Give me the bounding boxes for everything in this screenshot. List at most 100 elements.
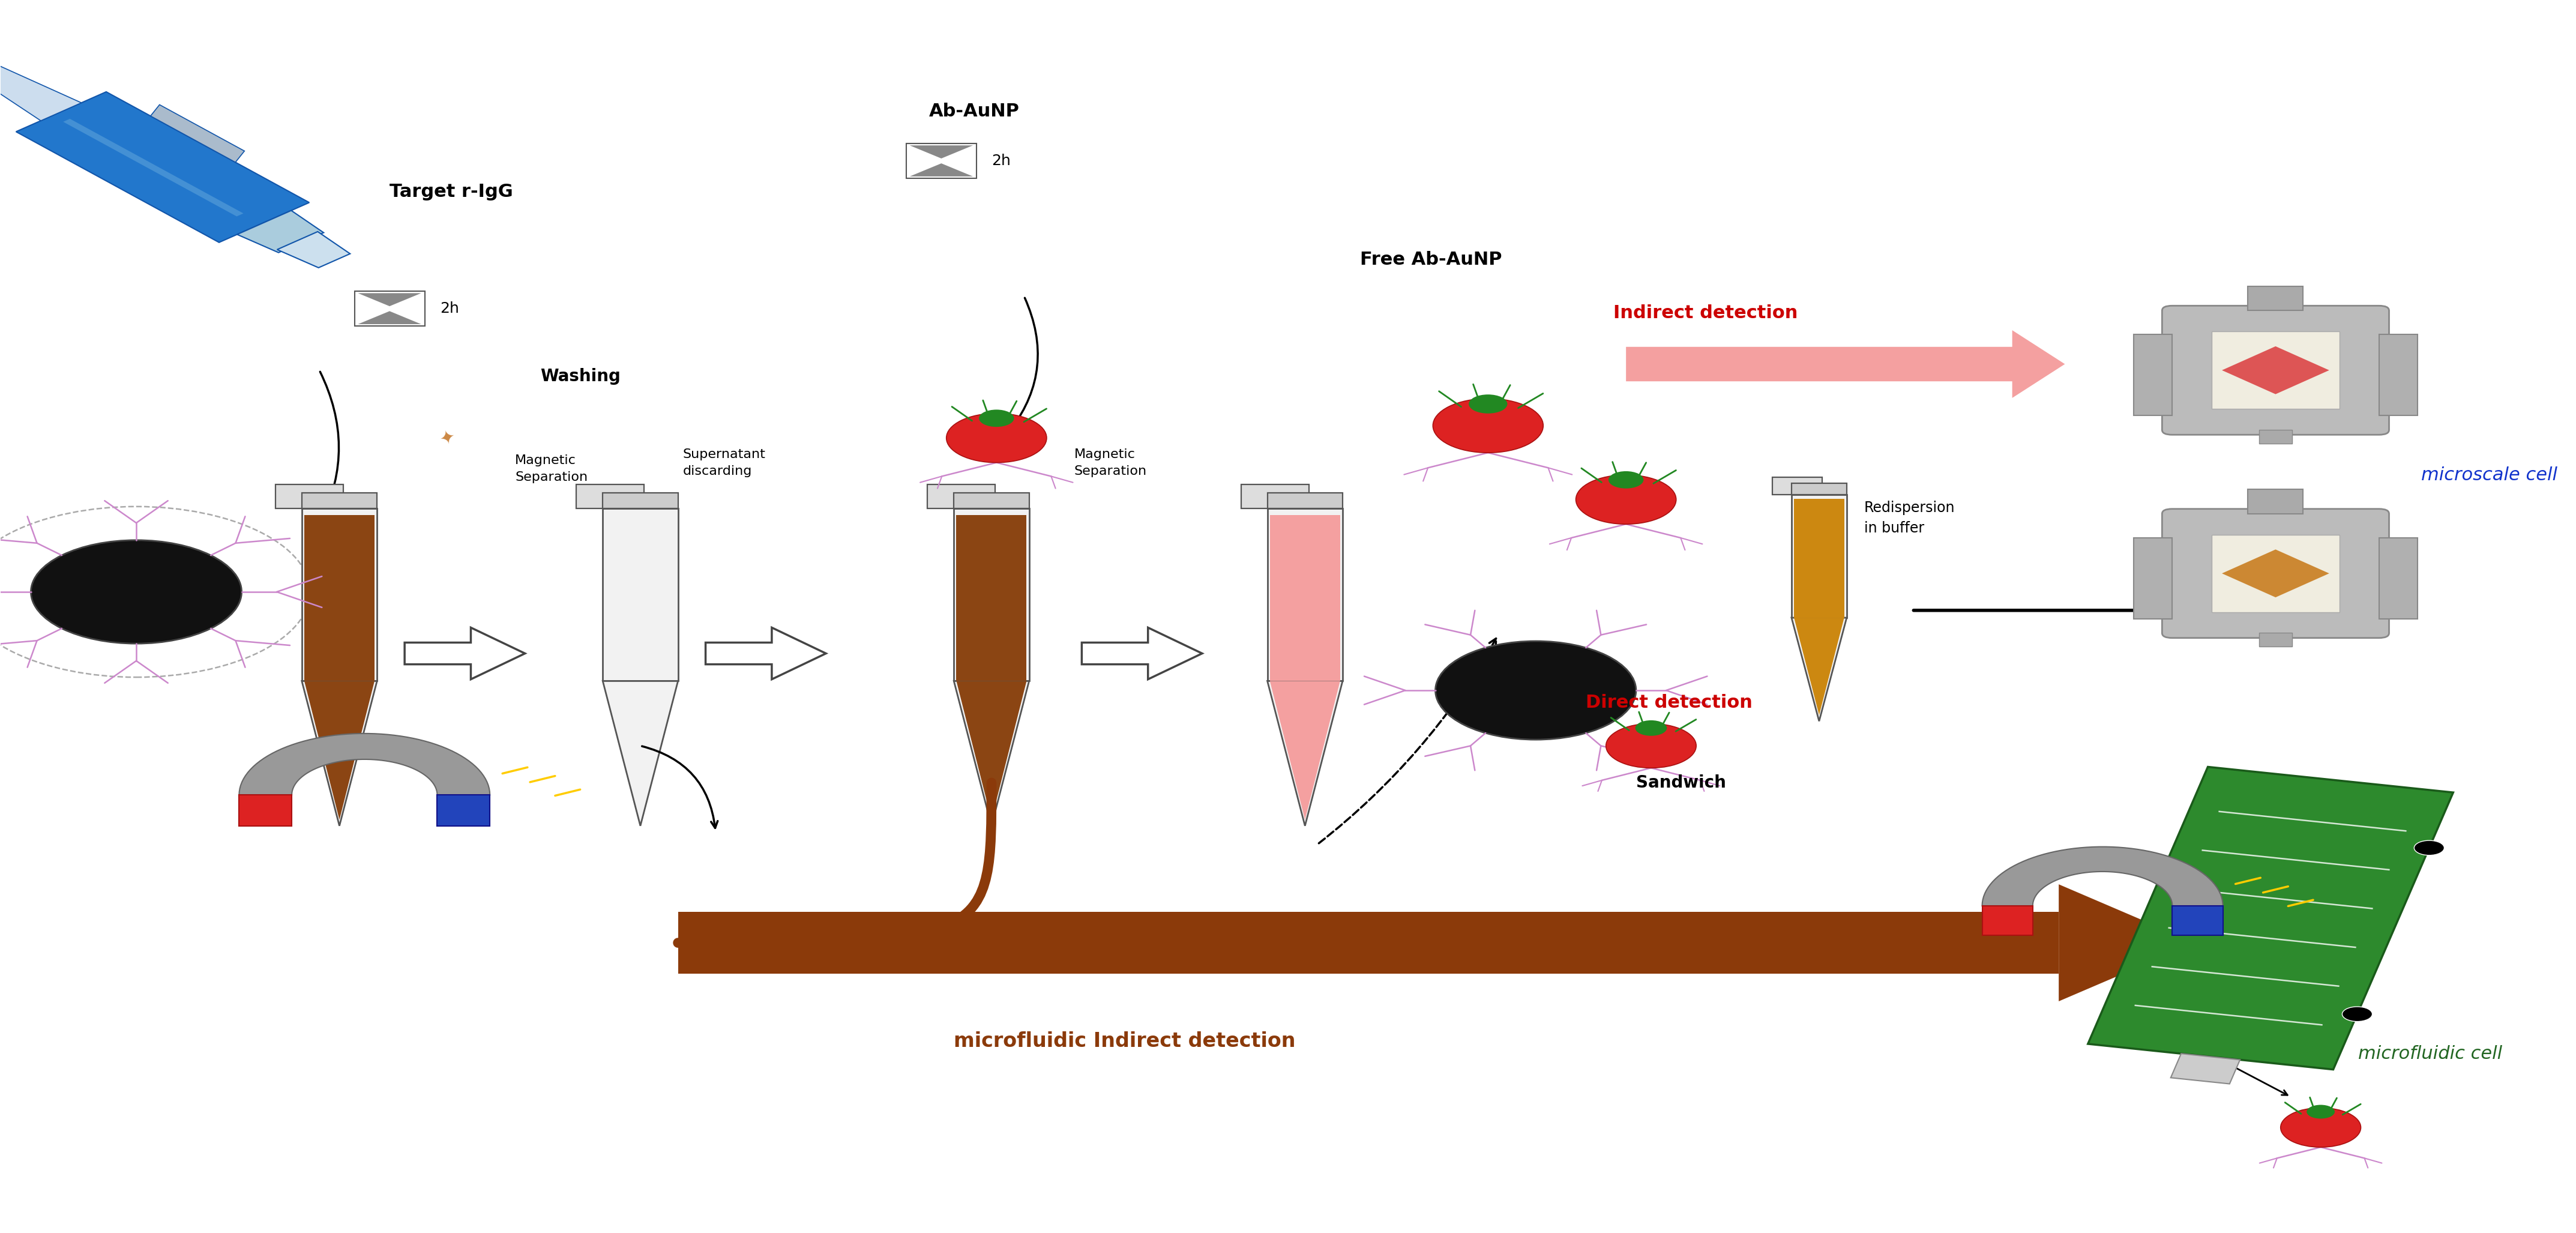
Circle shape [1605, 724, 1695, 768]
Polygon shape [404, 628, 526, 679]
Polygon shape [2223, 550, 2329, 597]
Text: Redispersion
in buffer: Redispersion in buffer [1865, 501, 1955, 535]
Bar [2133, 538, 2172, 619]
Polygon shape [1270, 681, 1340, 820]
Polygon shape [278, 232, 350, 268]
Polygon shape [1793, 618, 1844, 715]
Polygon shape [956, 515, 1028, 681]
Polygon shape [909, 163, 974, 176]
Polygon shape [301, 681, 376, 826]
Polygon shape [15, 91, 309, 243]
Text: Washing: Washing [541, 367, 621, 385]
Bar [301, 493, 376, 509]
Bar [2210, 535, 2339, 612]
Circle shape [1468, 395, 1507, 413]
Text: 2h: 2h [440, 301, 459, 316]
Text: Ab-AuNP: Ab-AuNP [930, 102, 1020, 121]
Text: Indirect detection: Indirect detection [1613, 305, 1798, 322]
Circle shape [2280, 1107, 2360, 1147]
Circle shape [31, 540, 242, 644]
Bar [2380, 334, 2419, 416]
Polygon shape [358, 311, 420, 324]
Polygon shape [1242, 485, 1309, 509]
Polygon shape [577, 485, 644, 509]
Polygon shape [2223, 346, 2329, 395]
Text: Supernatant
discarding: Supernatant discarding [683, 448, 765, 477]
Polygon shape [240, 795, 291, 826]
Text: Sandwich: Sandwich [1636, 774, 1726, 792]
Polygon shape [953, 681, 1028, 826]
Polygon shape [1082, 628, 1203, 679]
Bar [2259, 633, 2293, 646]
Circle shape [945, 413, 1046, 462]
Polygon shape [1267, 509, 1342, 681]
Circle shape [2306, 1105, 2334, 1118]
Polygon shape [1772, 477, 1821, 494]
Polygon shape [1270, 515, 1340, 681]
Bar [1267, 493, 1342, 509]
Text: microfluidic Indirect detection: microfluidic Indirect detection [953, 1032, 1296, 1052]
Text: ✦: ✦ [438, 428, 456, 449]
Polygon shape [603, 681, 677, 826]
Polygon shape [64, 118, 245, 217]
Circle shape [1577, 475, 1677, 524]
Bar [677, 912, 2058, 974]
Text: Magnetic
Separation: Magnetic Separation [1074, 448, 1146, 477]
Bar [2210, 332, 2339, 409]
Circle shape [1607, 471, 1643, 488]
Polygon shape [2089, 767, 2452, 1069]
Bar [603, 493, 677, 509]
Bar [2259, 430, 2293, 444]
Bar [1790, 483, 1847, 494]
FancyBboxPatch shape [2161, 509, 2388, 637]
Bar [355, 291, 425, 326]
Polygon shape [1790, 494, 1847, 618]
Polygon shape [304, 515, 374, 681]
Polygon shape [2172, 1054, 2241, 1084]
Polygon shape [0, 60, 82, 121]
Polygon shape [240, 734, 489, 795]
Polygon shape [237, 211, 325, 253]
Polygon shape [603, 509, 677, 681]
FancyBboxPatch shape [2161, 306, 2388, 435]
Text: Magnetic
Separation: Magnetic Separation [515, 454, 587, 483]
Text: Direct detection: Direct detection [1587, 694, 1752, 711]
Text: 2h: 2h [992, 154, 1010, 168]
Polygon shape [2172, 906, 2223, 936]
Polygon shape [1793, 499, 1844, 618]
Text: Target r-IgG: Target r-IgG [389, 182, 513, 201]
Polygon shape [2058, 884, 2195, 1001]
Bar [2133, 334, 2172, 416]
Polygon shape [1267, 681, 1342, 826]
Polygon shape [1790, 618, 1847, 721]
Circle shape [1435, 641, 1636, 740]
Polygon shape [358, 293, 420, 306]
Text: microfluidic cell: microfluidic cell [2357, 1044, 2501, 1063]
Polygon shape [1625, 330, 2066, 398]
Bar [953, 493, 1028, 509]
Polygon shape [706, 628, 827, 679]
Bar [907, 144, 976, 178]
Circle shape [1636, 720, 1667, 736]
Circle shape [2414, 841, 2445, 856]
Text: microscale cell: microscale cell [2421, 466, 2558, 483]
Circle shape [1432, 398, 1543, 453]
Polygon shape [276, 485, 343, 509]
Circle shape [0, 507, 309, 677]
Polygon shape [438, 795, 489, 826]
Bar [2249, 286, 2303, 311]
Polygon shape [301, 509, 376, 681]
Polygon shape [953, 509, 1028, 681]
Text: Free Ab-AuNP: Free Ab-AuNP [1360, 250, 1502, 268]
Polygon shape [956, 681, 1028, 820]
Circle shape [2342, 1006, 2372, 1021]
Bar [2249, 490, 2303, 514]
Polygon shape [304, 681, 374, 820]
Polygon shape [1981, 847, 2223, 906]
Bar [2380, 538, 2419, 619]
Polygon shape [1981, 906, 2032, 936]
Polygon shape [909, 145, 974, 159]
Polygon shape [927, 485, 994, 509]
Polygon shape [149, 105, 245, 163]
Circle shape [979, 409, 1015, 427]
